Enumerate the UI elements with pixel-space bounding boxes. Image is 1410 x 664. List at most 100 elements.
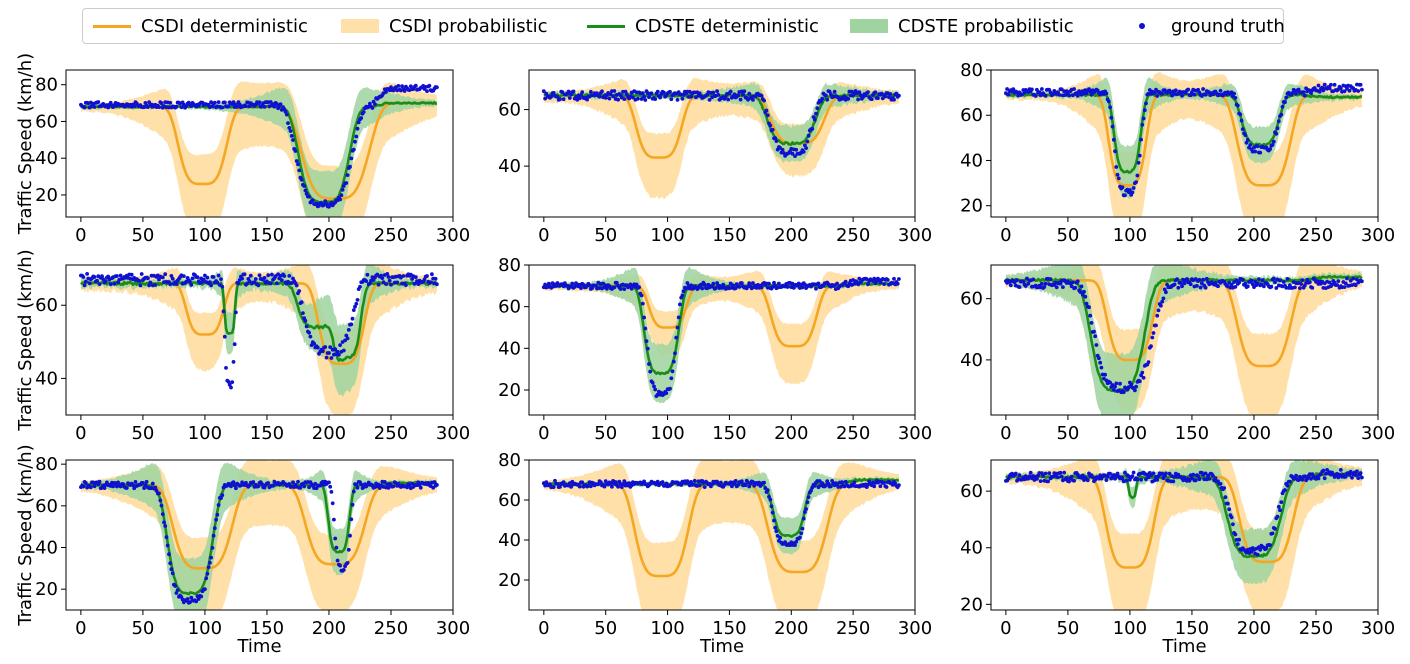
ground-truth-point xyxy=(840,480,844,485)
ground-truth-point xyxy=(643,326,648,331)
ground-truth-point xyxy=(106,274,111,279)
ground-truth-point xyxy=(669,97,674,102)
ground-truth-point xyxy=(612,89,617,93)
ground-truth-point xyxy=(652,384,656,389)
x-tick-label: 50 xyxy=(594,618,617,639)
ground-truth-point xyxy=(1299,282,1303,286)
ground-truth-point xyxy=(301,311,305,315)
ground-truth-point xyxy=(596,482,601,487)
ground-truth-point xyxy=(275,281,279,286)
ground-truth-point xyxy=(1229,515,1234,520)
ground-truth-point xyxy=(245,281,250,286)
ground-truth-point xyxy=(649,91,654,96)
ground-truth-point xyxy=(732,92,737,97)
ground-truth-point xyxy=(655,89,660,94)
ground-truth-point xyxy=(640,91,645,96)
ground-truth-point xyxy=(256,484,261,489)
ground-truth-point xyxy=(1198,285,1203,290)
ground-truth-point xyxy=(664,391,669,395)
ground-truth-point xyxy=(1015,278,1019,283)
ground-truth-point xyxy=(215,512,220,517)
ground-truth-point xyxy=(1284,95,1289,100)
x-tick-label: 300 xyxy=(898,423,932,444)
ground-truth-point xyxy=(866,90,870,94)
ground-truth-point xyxy=(658,95,662,100)
ground-truth-point xyxy=(205,275,210,280)
ground-truth-point xyxy=(1110,124,1115,129)
ground-truth-point xyxy=(209,555,214,560)
ground-truth-point xyxy=(203,273,207,278)
ground-truth-point xyxy=(1302,474,1307,479)
ground-truth-point xyxy=(793,543,797,547)
ground-truth-point xyxy=(1231,522,1235,527)
ground-truth-point xyxy=(1104,91,1109,96)
ground-truth-point xyxy=(600,89,604,94)
ground-truth-point xyxy=(736,93,740,98)
ground-truth-point xyxy=(645,346,650,351)
ground-truth-point xyxy=(289,134,294,138)
ground-truth-point xyxy=(341,568,346,572)
legend: CSDI deterministic CSDI probabilistic CDST… xyxy=(82,8,1285,44)
ground-truth-point xyxy=(416,282,421,286)
ground-truth-point xyxy=(1043,471,1048,476)
y-tick-label: 40 xyxy=(960,150,983,171)
x-tick-label: 250 xyxy=(836,618,870,639)
ground-truth-point xyxy=(1233,96,1238,100)
ground-truth-point xyxy=(1071,280,1075,285)
ground-truth-point xyxy=(1180,284,1184,289)
ground-truth-point xyxy=(1343,474,1348,479)
ground-truth-point xyxy=(1155,94,1160,98)
ground-truth-point xyxy=(1059,474,1064,479)
ground-truth-point xyxy=(887,95,891,100)
ground-truth-point xyxy=(1078,290,1083,294)
ground-truth-point xyxy=(287,482,292,486)
legend-label-csdi_prob: CSDI probabilistic xyxy=(389,15,548,37)
ground-truth-point xyxy=(231,100,236,105)
ground-truth-point xyxy=(1105,474,1110,479)
y-tick-label: 40 xyxy=(35,148,58,169)
ground-truth-point xyxy=(548,482,552,486)
x-tick-label: 200 xyxy=(1237,423,1271,444)
ground-truth-point xyxy=(141,481,145,485)
ground-truth-point xyxy=(212,526,217,530)
ground-truth-point xyxy=(1161,296,1166,301)
ground-truth-point xyxy=(1201,87,1205,91)
ground-truth-point xyxy=(1021,279,1026,284)
x-tick-label: 150 xyxy=(1175,225,1209,246)
ground-truth-point xyxy=(888,92,893,96)
ground-truth-point xyxy=(804,146,808,151)
ground-truth-point xyxy=(689,480,693,484)
ground-truth-point xyxy=(585,97,589,102)
ground-truth-point xyxy=(1302,93,1307,98)
ground-truth-point xyxy=(262,276,267,280)
ground-truth-point xyxy=(323,345,328,349)
ground-truth-point xyxy=(1160,91,1165,96)
ground-truth-point xyxy=(1042,285,1047,289)
ground-truth-point xyxy=(257,273,262,278)
y-tick-label: 20 xyxy=(960,196,983,217)
ground-truth-point xyxy=(605,286,609,291)
ground-truth-point xyxy=(1037,90,1042,94)
ground-truth-point xyxy=(794,147,799,152)
ground-truth-point xyxy=(627,481,632,486)
ground-truth-point xyxy=(248,273,253,278)
ground-truth-point xyxy=(365,272,370,277)
ground-truth-point xyxy=(770,510,775,515)
ground-truth-point xyxy=(100,274,104,279)
ground-truth-point xyxy=(680,293,685,298)
ground-truth-point xyxy=(629,286,634,291)
ground-truth-point xyxy=(772,518,776,523)
ground-truth-point xyxy=(351,308,356,312)
legend-label-csdi_det: CSDI deterministic xyxy=(141,15,308,37)
ground-truth-point xyxy=(561,480,566,484)
ground-truth-point xyxy=(1017,473,1022,477)
ground-truth-point xyxy=(648,369,653,374)
ground-truth-point xyxy=(349,322,354,327)
csdi-probabilistic-band xyxy=(1005,460,1362,610)
ground-truth-point xyxy=(162,520,166,525)
x-tick-label: 100 xyxy=(188,423,222,444)
ground-truth-point xyxy=(640,301,645,306)
ground-truth-point xyxy=(768,123,773,128)
ground-truth-point xyxy=(1243,133,1248,138)
ground-truth-point xyxy=(1108,105,1112,110)
